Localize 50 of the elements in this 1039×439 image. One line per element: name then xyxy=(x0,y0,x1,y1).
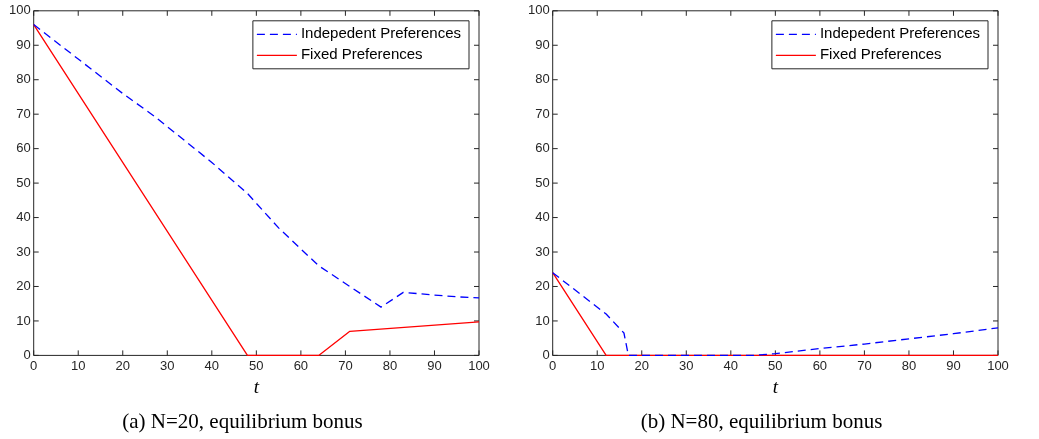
y-tick-label: 60 xyxy=(16,140,31,156)
x-tick-label: 100 xyxy=(468,357,490,373)
y-tick-label: 70 xyxy=(535,105,550,121)
x-tick-label: 50 xyxy=(768,357,783,373)
x-tick-label: 70 xyxy=(857,357,872,373)
x-tick-label: 60 xyxy=(293,357,309,373)
y-tick-label: 20 xyxy=(16,278,31,294)
y-tick-label: 10 xyxy=(535,312,550,328)
y-tick-label: 100 xyxy=(8,2,31,18)
x-axis-title: t xyxy=(253,376,260,398)
x-tick-label: 30 xyxy=(160,357,175,373)
text: (b) N=80, equilibrium bonus xyxy=(640,408,883,433)
y-tick-label: 30 xyxy=(16,243,31,259)
y-tick-label: 30 xyxy=(535,243,550,259)
y-tick-label: 70 xyxy=(16,105,31,121)
y-tick-label: 80 xyxy=(16,71,31,87)
x-axis-title: t xyxy=(772,376,779,398)
y-tick-label: 80 xyxy=(535,71,550,87)
x-tick-label: 90 xyxy=(946,357,961,373)
x-tick-label: 20 xyxy=(115,357,130,373)
y-tick-label: 50 xyxy=(535,174,550,190)
y-tick-label: 0 xyxy=(542,346,550,362)
x-tick-label: 80 xyxy=(901,357,917,373)
x-tick-label: 60 xyxy=(812,357,828,373)
y-tick-label: 50 xyxy=(16,174,31,190)
y-tick-label: 20 xyxy=(535,278,550,294)
y-tick-label: 60 xyxy=(535,140,550,156)
x-tick-label: 80 xyxy=(382,357,398,373)
y-tick-label: 40 xyxy=(16,209,31,225)
y-tick-label: 10 xyxy=(16,312,31,328)
x-tick-label: 10 xyxy=(70,357,86,373)
text: (a) N=20, equilibrium bonus xyxy=(122,408,363,433)
x-tick-label: 100 xyxy=(987,357,1009,373)
y-tick-label: 90 xyxy=(535,36,550,52)
x-tick-label: 20 xyxy=(634,357,649,373)
y-tick-label: 40 xyxy=(535,209,550,225)
y-tick-label: 0 xyxy=(23,346,31,362)
y-tick-label: 100 xyxy=(527,2,550,18)
x-tick-label: 40 xyxy=(204,357,220,373)
x-tick-label: 30 xyxy=(679,357,694,373)
x-tick-label: 90 xyxy=(427,357,442,373)
x-tick-label: 50 xyxy=(249,357,264,373)
x-tick-label: 40 xyxy=(723,357,739,373)
legend-label: Fixed Preferences xyxy=(819,45,942,63)
x-tick-label: 70 xyxy=(338,357,353,373)
legend-label: Fixed Preferences xyxy=(300,45,423,63)
x-tick-label: 10 xyxy=(589,357,605,373)
legend-label: Indepedent Preferences xyxy=(819,24,981,42)
y-tick-label: 90 xyxy=(16,36,31,52)
legend-label: Indepedent Preferences xyxy=(300,24,462,42)
